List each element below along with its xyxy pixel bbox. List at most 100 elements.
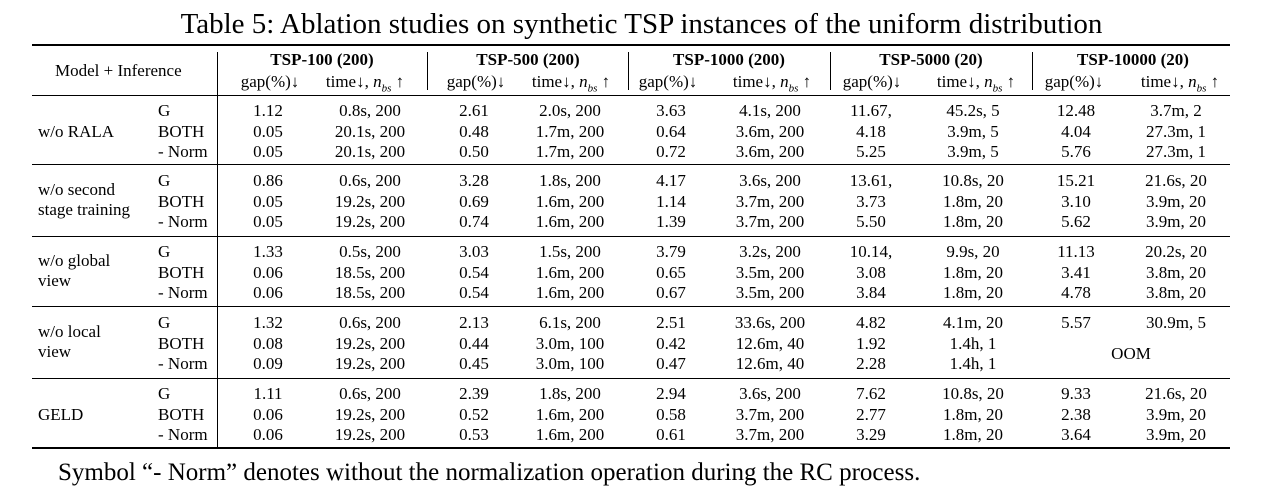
time-label: time↓, xyxy=(732,72,781,91)
time-value: 3.5m, 200 xyxy=(735,283,805,303)
gap-value: 7.62 xyxy=(856,384,886,403)
time-value: 3.9m, 20 xyxy=(1146,191,1206,211)
gap-value: 3.41 xyxy=(1061,262,1091,282)
time-value: 33.6s, 200 xyxy=(734,313,806,332)
inference-label: BOTH xyxy=(158,404,205,424)
gap-value: 1.12 xyxy=(253,101,283,120)
time-value: 1.8m, 20 xyxy=(943,404,1003,424)
gap-value: 0.65 xyxy=(656,262,686,282)
block-name: view xyxy=(38,342,72,362)
column-rule xyxy=(628,52,629,90)
time-value: 12.6m, 40 xyxy=(735,333,805,353)
bottom-rule xyxy=(32,447,1230,449)
gap-value: 4.17 xyxy=(656,171,686,190)
gap-value: 0.61 xyxy=(656,425,686,445)
gap-value: 0.64 xyxy=(656,121,686,141)
nbs-symbol: nbs xyxy=(373,72,392,95)
inference-label: - Norm xyxy=(158,425,208,445)
block-name: w/o local xyxy=(38,322,101,342)
time-label: time↓, xyxy=(325,72,374,91)
gap-value: 5.57 xyxy=(1061,313,1091,332)
gap-value: 3.73 xyxy=(856,191,886,211)
time-value: 3.7m, 2 xyxy=(1150,101,1202,120)
block-rule xyxy=(32,378,1230,379)
time-value: 3.9m, 5 xyxy=(947,121,999,141)
gap-value: 0.09 xyxy=(253,354,283,374)
group-header: TSP-5000 (20) xyxy=(879,50,983,69)
gap-value: 3.10 xyxy=(1061,191,1091,211)
gap-value: 3.84 xyxy=(856,283,886,303)
gap-value: 0.05 xyxy=(253,191,283,211)
gap-value: 0.05 xyxy=(253,121,283,141)
group-header: TSP-10000 (20) xyxy=(1077,50,1189,69)
time-value: 9.9s, 20 xyxy=(946,242,1000,261)
time-value: 3.7m, 200 xyxy=(735,212,805,232)
time-value: 19.2s, 200 xyxy=(334,354,406,374)
gap-value: 4.04 xyxy=(1061,121,1091,141)
time-value: 1.4h, 1 xyxy=(949,333,997,353)
gap-value: 10.14, xyxy=(849,242,893,261)
gap-value: 1.11 xyxy=(253,384,283,403)
time-value: 18.5s, 200 xyxy=(334,283,406,303)
gap-value: 0.47 xyxy=(656,354,686,374)
gap-value: 1.32 xyxy=(253,313,283,332)
time-value: 3.6m, 200 xyxy=(735,121,805,141)
gap-value: 0.48 xyxy=(459,121,489,141)
time-value: 1.8m, 20 xyxy=(943,212,1003,232)
gap-value: 0.58 xyxy=(656,404,686,424)
time-value: 1.6m, 200 xyxy=(535,262,605,282)
group-header: TSP-1000 (200) xyxy=(673,50,785,69)
block-name: view xyxy=(38,271,72,291)
gap-value: 3.63 xyxy=(656,101,686,120)
gap-value: 4.18 xyxy=(856,121,886,141)
gap-value: 3.03 xyxy=(459,242,489,261)
gap-value: 3.64 xyxy=(1061,425,1091,445)
time-value: 30.9m, 5 xyxy=(1146,313,1206,332)
time-value: 0.6s, 200 xyxy=(339,384,401,403)
gap-value: 3.29 xyxy=(856,425,886,445)
time-value: 19.2s, 200 xyxy=(334,425,406,445)
inference-label: G xyxy=(158,101,171,120)
inference-label: G xyxy=(158,242,171,261)
time-value: 3.6m, 200 xyxy=(735,142,805,162)
time-value: 12.6m, 40 xyxy=(735,354,805,374)
time-value: 10.8s, 20 xyxy=(942,384,1004,403)
time-value: 4.1m, 20 xyxy=(943,313,1003,332)
nbs-symbol: nbs xyxy=(780,72,799,95)
time-value: 3.6s, 200 xyxy=(739,384,801,403)
gap-value: 0.08 xyxy=(253,333,283,353)
gap-value: 11.67, xyxy=(850,101,892,120)
time-value: 1.6m, 200 xyxy=(535,425,605,445)
gap-value: 2.38 xyxy=(1061,404,1091,424)
gap-value: 5.76 xyxy=(1061,142,1091,162)
gap-value: 0.52 xyxy=(459,404,489,424)
time-header: time↓, nbs ↑ xyxy=(1141,72,1219,98)
time-value: 0.6s, 200 xyxy=(339,313,401,332)
time-value: 20.1s, 200 xyxy=(334,121,406,141)
up-arrow: ↑ xyxy=(597,72,611,91)
up-arrow: ↑ xyxy=(391,72,405,91)
nbs-symbol: nbs xyxy=(579,72,598,95)
time-value: 4.1s, 200 xyxy=(739,101,801,120)
gap-value: 0.42 xyxy=(656,333,686,353)
gap-value: 3.28 xyxy=(459,171,489,190)
time-value: 19.2s, 200 xyxy=(334,191,406,211)
time-value: 1.8s, 200 xyxy=(539,171,601,190)
time-value: 1.7m, 200 xyxy=(535,142,605,162)
up-arrow: ↑ xyxy=(798,72,812,91)
time-value: 3.9m, 20 xyxy=(1146,425,1206,445)
time-value: 3.5m, 200 xyxy=(735,262,805,282)
nbs-symbol: nbs xyxy=(1188,72,1207,95)
time-value: 1.6m, 200 xyxy=(535,212,605,232)
gap-value: 9.33 xyxy=(1061,384,1091,403)
gap-value: 1.33 xyxy=(253,242,283,261)
gap-value: 2.61 xyxy=(459,101,489,120)
top-rule xyxy=(32,44,1230,46)
time-value: 1.6m, 200 xyxy=(535,283,605,303)
gap-header: gap(%)↓ xyxy=(240,72,300,91)
nbs-symbol: nbs xyxy=(984,72,1003,95)
time-value: 10.8s, 20 xyxy=(942,171,1004,190)
block-name: w/o RALA xyxy=(38,121,115,141)
column-rule xyxy=(427,52,428,90)
gap-value: 0.67 xyxy=(656,283,686,303)
